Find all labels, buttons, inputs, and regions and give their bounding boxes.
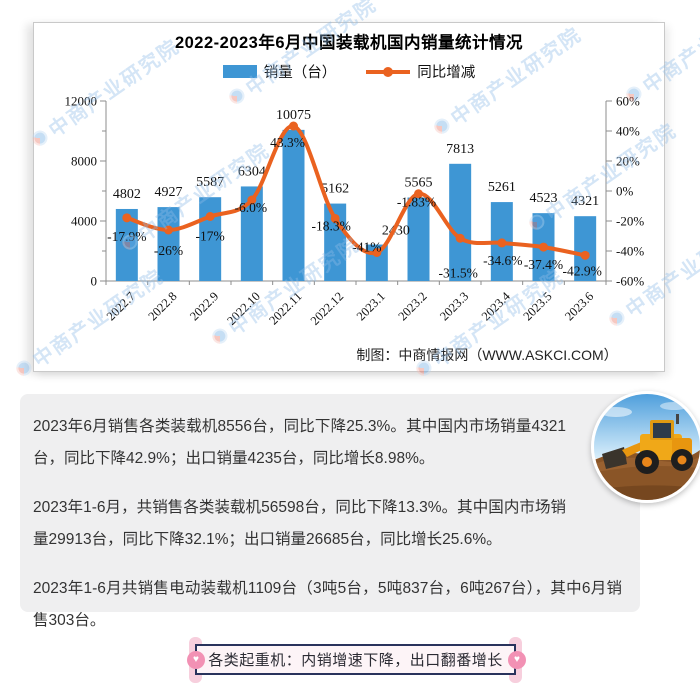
svg-text:4321: 4321 [571, 194, 599, 209]
svg-text:2023.3: 2023.3 [437, 289, 471, 323]
svg-text:12000: 12000 [65, 94, 98, 109]
svg-text:0: 0 [91, 274, 98, 289]
svg-text:5162: 5162 [321, 182, 349, 197]
summary-paragraph-1: 2023年6月销售各类装载机8556台，同比下降25.3%。其中国内市场销量43… [33, 418, 566, 467]
svg-text:2022.8: 2022.8 [145, 289, 179, 323]
askci-logo-icon [13, 357, 35, 379]
svg-text:-31.5%: -31.5% [438, 265, 477, 280]
svg-text:2022.10: 2022.10 [224, 289, 263, 328]
banner-link[interactable]: 各类起重机：内销增速下降，出口翻番增长 [195, 644, 516, 675]
line-swatch-icon [366, 66, 411, 77]
wheel-loader-image [594, 394, 700, 500]
svg-text:43.3%: 43.3% [270, 135, 305, 150]
chart-legend: 销量（台） 同比增减 [34, 61, 664, 82]
summary-panel: 2023年6月销售各类装载机8556台，同比下降25.3%。其中国内市场销量43… [20, 394, 640, 629]
heart-pin-icon: ♥ [187, 651, 205, 669]
svg-text:4523: 4523 [530, 191, 558, 206]
legend-label: 销量（台） [263, 65, 337, 81]
svg-text:5261: 5261 [488, 180, 516, 195]
combo-chart: 0 4000 8000 12000 -60% -40% -20% 0% 20% 40% 60% 202… [65, 94, 645, 328]
bar-swatch-icon [222, 65, 257, 78]
svg-text:10075: 10075 [276, 108, 311, 123]
svg-text:5587: 5587 [196, 175, 224, 190]
svg-text:-17.9%: -17.9% [107, 229, 146, 244]
svg-text:6304: 6304 [238, 164, 266, 179]
svg-text:20%: 20% [616, 154, 640, 169]
svg-text:2023.5: 2023.5 [520, 289, 554, 323]
svg-text:2023.2: 2023.2 [395, 289, 429, 323]
svg-text:4802: 4802 [113, 187, 141, 202]
svg-text:4927: 4927 [155, 185, 183, 200]
legend-label: 同比增减 [417, 65, 476, 81]
svg-text:-41%: -41% [352, 240, 381, 255]
svg-text:2430: 2430 [382, 224, 410, 239]
chart-panel: 2022-2023年6月中国装载机国内销量统计情况 销量（台） 同比增减 0 40… [33, 22, 665, 372]
loader-photo [591, 391, 700, 503]
svg-text:-37.4%: -37.4% [524, 257, 563, 272]
svg-text:5565: 5565 [405, 176, 433, 191]
svg-text:-26%: -26% [154, 243, 183, 258]
svg-text:2022.9: 2022.9 [187, 289, 221, 323]
svg-text:8000: 8000 [71, 154, 97, 169]
svg-text:-34.6%: -34.6% [483, 253, 522, 268]
svg-text:-40%: -40% [616, 244, 644, 259]
svg-text:-6.0%: -6.0% [235, 200, 268, 215]
banner-text: 各类起重机：内销增速下降，出口翻番增长 [208, 652, 503, 669]
svg-text:2023.1: 2023.1 [354, 289, 388, 323]
svg-text:2022.11: 2022.11 [266, 289, 304, 327]
svg-text:-60%: -60% [616, 274, 644, 289]
summary-paragraph-2: 2023年1-6月，共销售各类装载机56598台，同比下降13.3%。其中国内市… [33, 499, 566, 548]
heart-pin-icon: ♥ [508, 651, 526, 669]
svg-text:-17%: -17% [196, 229, 225, 244]
chart-footer: 制图：中商情报网（WWW.ASKCI.COM） [356, 347, 618, 363]
svg-text:7813: 7813 [446, 142, 474, 157]
svg-text:2023.4: 2023.4 [479, 289, 514, 324]
svg-text:40%: 40% [616, 124, 640, 139]
summary-paragraph-3: 2023年1-6月共销售电动装载机1109台（3吨5台，5吨837台，6吨267… [33, 580, 622, 629]
svg-text:0%: 0% [616, 184, 634, 199]
legend-item-yoy: 同比增减 [366, 61, 475, 82]
svg-text:-1.83%: -1.83% [397, 195, 436, 210]
svg-text:4000: 4000 [71, 214, 97, 229]
svg-text:2022.7: 2022.7 [104, 289, 138, 323]
chart-title: 2022-2023年6月中国装载机国内销量统计情况 [174, 34, 524, 52]
svg-text:-18.3%: -18.3% [311, 218, 350, 233]
svg-text:-42.9%: -42.9% [562, 263, 601, 278]
svg-text:-20%: -20% [616, 214, 644, 229]
svg-text:2022.12: 2022.12 [308, 289, 347, 328]
svg-text:2023.6: 2023.6 [562, 289, 596, 323]
svg-text:60%: 60% [616, 94, 640, 109]
banner-area: 各类起重机：内销增速下降，出口翻番增长 ♥ ♥ [0, 630, 700, 696]
legend-item-sales: 销量（台） [222, 61, 337, 82]
